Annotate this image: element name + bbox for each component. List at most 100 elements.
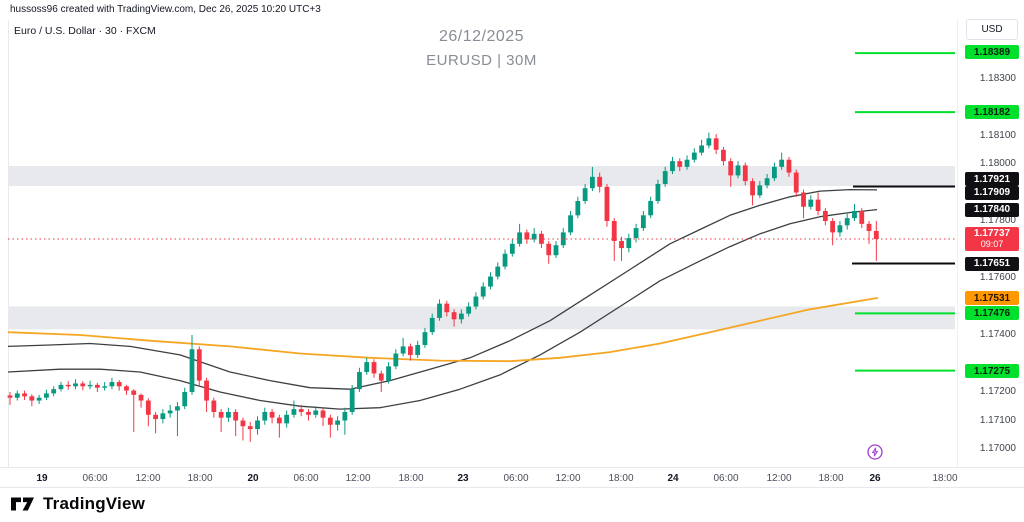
candle-body — [793, 172, 799, 193]
candle-body — [269, 411, 275, 418]
lightning-event-icon[interactable] — [866, 443, 884, 461]
candle-body — [22, 393, 27, 397]
price-label-green[interactable]: 1.17275 — [965, 364, 1019, 378]
candle-body — [575, 201, 581, 216]
candle-body — [226, 411, 231, 418]
time-tick-day: 20 — [247, 473, 259, 484]
time-tick-hour: 18:00 — [608, 473, 634, 484]
time-tick-hour: 06:00 — [713, 473, 739, 484]
candle-body — [546, 243, 552, 256]
candle-body — [611, 221, 617, 241]
price-axis[interactable]: USD 1.18300 1.18100 1.18000 1.17800 1.17600 1… — [958, 0, 1024, 470]
chart-bottom-border — [0, 467, 1024, 468]
price-tick-label: 1.17600 — [979, 272, 1016, 283]
footer: TradingView — [10, 492, 145, 516]
ma-line-long — [7, 297, 879, 363]
candle-body — [488, 276, 493, 287]
price-tick-label: 1.18100 — [979, 129, 1016, 141]
price-label-green[interactable]: 1.18182 — [965, 105, 1019, 119]
candle-body — [633, 228, 639, 239]
candle-body — [233, 411, 239, 421]
price-label-value: 1.17921 — [973, 173, 1011, 185]
candle-body — [386, 366, 391, 381]
candle-body — [313, 410, 319, 415]
candle-body — [662, 171, 668, 184]
ma-line-slow — [7, 208, 878, 410]
candle-body — [458, 313, 464, 320]
candle-body — [553, 245, 559, 256]
candle-body — [539, 233, 544, 244]
candle-body — [466, 306, 472, 314]
candle-body — [764, 178, 770, 186]
candle-body — [240, 420, 246, 427]
time-tick-hour: 12:00 — [345, 473, 371, 484]
price-label-black[interactable]: 1.17909 — [965, 185, 1019, 200]
price-tick-label: 1.18000 — [979, 158, 1016, 169]
candle-body — [327, 417, 333, 425]
time-tick-hour: 06:00 — [503, 473, 529, 484]
candle-body — [116, 382, 122, 387]
candle-body — [80, 383, 86, 387]
candle-body — [335, 420, 340, 425]
price-axis-unit[interactable]: USD — [966, 19, 1018, 40]
candle-body — [815, 199, 821, 212]
price-tick-label: 1.17400 — [979, 329, 1016, 340]
time-axis[interactable]: 19 06:00 12:00 18:00 20 06:00 12:00 18:00 23 06:0… — [0, 470, 958, 488]
candle-body — [160, 413, 166, 420]
price-label-black[interactable]: 1.17651 — [965, 256, 1019, 271]
price-label-orange[interactable]: 1.17531 — [965, 291, 1019, 305]
candle-body — [145, 400, 151, 415]
candle-body — [713, 138, 719, 150]
time-tick-hour: 18:00 — [932, 473, 958, 484]
candle-body — [837, 225, 843, 233]
candle-body — [298, 409, 304, 412]
candle-body — [582, 188, 588, 202]
demand-zone — [8, 306, 955, 330]
candle-body — [393, 353, 399, 367]
candle-body — [14, 393, 20, 398]
candle-body — [167, 410, 173, 414]
time-tick-hour: 18:00 — [187, 473, 213, 484]
time-tick-hour: 06:00 — [82, 473, 108, 484]
candle-body — [524, 232, 530, 240]
price-label-green[interactable]: 1.17476 — [965, 306, 1019, 320]
candle-body — [378, 373, 384, 381]
candle-body — [859, 211, 865, 224]
candle-body — [619, 240, 624, 249]
price-tick-label: 1.17100 — [979, 414, 1016, 426]
candle-body — [495, 266, 501, 277]
candle-body — [509, 243, 515, 254]
candle-body — [109, 382, 115, 387]
candle-body — [473, 296, 479, 307]
candle-body — [182, 392, 188, 407]
candle-body — [138, 394, 144, 401]
candle-body — [517, 232, 522, 244]
candle-body — [255, 420, 260, 430]
price-label-value: 1.17840 — [973, 204, 1011, 215]
price-label-red[interactable]: 1.17737 09:07 — [965, 227, 1019, 251]
price-label-black[interactable]: 1.17921 — [965, 172, 1019, 186]
candle-body — [408, 346, 413, 355]
candle-body — [597, 176, 603, 187]
price-label-green[interactable]: 1.18389 — [965, 45, 1019, 59]
time-tick-hour: 18:00 — [398, 473, 424, 484]
time-tick-day: 24 — [667, 473, 679, 484]
candle-body — [721, 149, 726, 162]
tradingview-logo[interactable] — [10, 494, 36, 514]
candle-body — [320, 410, 326, 418]
price-label-black[interactable]: 1.17840 — [965, 202, 1019, 217]
time-tick-day: 23 — [457, 473, 469, 484]
price-axis-border — [957, 18, 958, 467]
candle-body — [153, 414, 158, 420]
candle-body — [691, 152, 697, 160]
candle-body — [830, 221, 836, 233]
candle-body — [102, 386, 108, 388]
candle-body — [211, 400, 217, 412]
candle-body — [175, 406, 180, 411]
time-tick-day: 26 — [869, 473, 881, 484]
candle-body — [189, 349, 195, 392]
candle-body — [73, 383, 78, 387]
candle-body — [531, 233, 537, 240]
candle-body — [349, 389, 355, 412]
